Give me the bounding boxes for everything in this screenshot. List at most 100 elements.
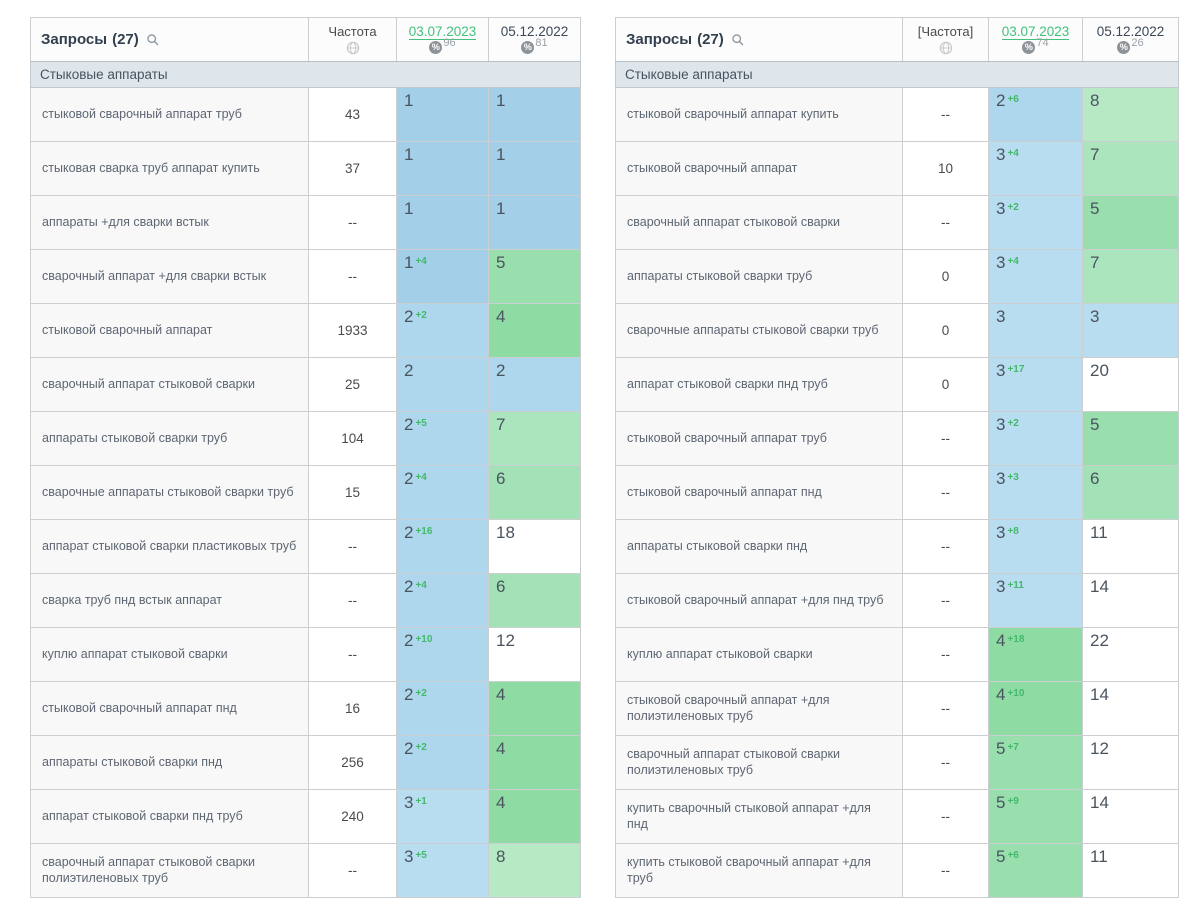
position-cell-current[interactable]: 2 +4 <box>396 465 489 520</box>
position-cell-previous[interactable]: 5 <box>488 249 581 304</box>
position-cell-previous[interactable]: 7 <box>488 411 581 466</box>
position-cell-current[interactable]: 1 <box>396 87 489 142</box>
query-cell[interactable]: стыковой сварочный аппарат <box>30 303 309 358</box>
position-cell-current[interactable]: 1 +4 <box>396 249 489 304</box>
position-cell-current[interactable]: 5 +6 <box>988 843 1083 898</box>
position-cell-previous[interactable]: 4 <box>488 681 581 736</box>
position-cell-current[interactable]: 2 +10 <box>396 627 489 682</box>
position-cell-current[interactable]: 3 +1 <box>396 789 489 844</box>
position-cell-previous[interactable]: 7 <box>1082 141 1179 196</box>
search-icon[interactable] <box>146 33 159 46</box>
query-cell[interactable]: сварочный аппарат стыковой сварки полиэт… <box>615 735 903 790</box>
query-cell[interactable]: купить стыковой сварочный аппарат +для т… <box>615 843 903 898</box>
position-cell-current[interactable]: 3 +4 <box>988 249 1083 304</box>
position-cell-previous[interactable]: 1 <box>488 87 581 142</box>
position-cell-previous[interactable]: 12 <box>1082 735 1179 790</box>
query-cell[interactable]: стыковой сварочный аппарат пнд <box>615 465 903 520</box>
date-link-previous[interactable]: 05.12.2022 <box>1096 23 1165 39</box>
position-cell-previous[interactable]: 3 <box>1082 303 1179 358</box>
position-cell-current[interactable]: 1 <box>396 195 489 250</box>
position-cell-previous[interactable]: 18 <box>488 519 581 574</box>
query-cell[interactable]: стыковой сварочный аппарат +для пнд труб <box>615 573 903 628</box>
position-cell-previous[interactable]: 6 <box>488 573 581 628</box>
query-cell[interactable]: куплю аппарат стыковой сварки <box>30 627 309 682</box>
position-cell-previous[interactable]: 6 <box>1082 465 1179 520</box>
query-cell[interactable]: стыковой сварочный аппарат +для полиэтил… <box>615 681 903 736</box>
position-cell-previous[interactable]: 14 <box>1082 681 1179 736</box>
query-cell[interactable]: аппараты стыковой сварки труб <box>615 249 903 304</box>
position-cell-previous[interactable]: 4 <box>488 303 581 358</box>
position-cell-previous[interactable]: 6 <box>488 465 581 520</box>
position-cell-current[interactable]: 3 +3 <box>988 465 1083 520</box>
position-cell-current[interactable]: 3 +4 <box>988 141 1083 196</box>
date-link-current[interactable]: 03.07.2023 <box>408 23 477 40</box>
position-cell-current[interactable]: 2 +2 <box>396 303 489 358</box>
position-cell-previous[interactable]: 1 <box>488 141 581 196</box>
position-cell-current[interactable]: 5 +9 <box>988 789 1083 844</box>
query-cell[interactable]: стыковой сварочный аппарат пнд <box>30 681 309 736</box>
position-cell-previous[interactable]: 4 <box>488 735 581 790</box>
position-cell-current[interactable]: 3 <box>988 303 1083 358</box>
query-cell[interactable]: стыковой сварочный аппарат <box>615 141 903 196</box>
position-cell-previous[interactable]: 7 <box>1082 249 1179 304</box>
position-cell-current[interactable]: 3 +2 <box>988 411 1083 466</box>
query-cell[interactable]: сварочный аппарат стыковой сварки полиэт… <box>30 843 309 898</box>
position-cell-current[interactable]: 1 <box>396 141 489 196</box>
group-label[interactable]: Стыковые аппараты <box>30 61 581 88</box>
date-link-current[interactable]: 03.07.2023 <box>1001 23 1070 40</box>
date-link-previous[interactable]: 05.12.2022 <box>500 23 569 39</box>
position-cell-previous[interactable]: 11 <box>1082 843 1179 898</box>
position-cell-previous[interactable]: 8 <box>488 843 581 898</box>
position-cell-current[interactable]: 3 +2 <box>988 195 1083 250</box>
position-cell-previous[interactable]: 8 <box>1082 87 1179 142</box>
query-cell[interactable]: аппарат стыковой сварки пластиковых труб <box>30 519 309 574</box>
query-cell[interactable]: куплю аппарат стыковой сварки <box>615 627 903 682</box>
search-icon[interactable] <box>731 33 744 46</box>
query-cell[interactable]: аппарат стыковой сварки пнд труб <box>30 789 309 844</box>
position-cell-current[interactable]: 2 +2 <box>396 681 489 736</box>
query-cell[interactable]: сварочный аппарат стыковой сварки <box>615 195 903 250</box>
position-cell-previous[interactable]: 5 <box>1082 195 1179 250</box>
position-cell-current[interactable]: 3 +8 <box>988 519 1083 574</box>
position-value: 6 <box>496 577 506 596</box>
position-cell-current[interactable]: 4 +18 <box>988 627 1083 682</box>
position-cell-previous[interactable]: 20 <box>1082 357 1179 412</box>
position-cell-previous[interactable]: 1 <box>488 195 581 250</box>
position-cell-current[interactable]: 4 +10 <box>988 681 1083 736</box>
query-cell[interactable]: стыковой сварочный аппарат купить <box>615 87 903 142</box>
query-cell[interactable]: аппараты стыковой сварки пнд <box>615 519 903 574</box>
position-cell-current[interactable]: 5 +7 <box>988 735 1083 790</box>
position-cell-current[interactable]: 2 +2 <box>396 735 489 790</box>
position-cell-current[interactable]: 3 +5 <box>396 843 489 898</box>
position-cell-previous[interactable]: 2 <box>488 357 581 412</box>
query-cell[interactable]: сварочный аппарат стыковой сварки <box>30 357 309 412</box>
group-label[interactable]: Стыковые аппараты <box>615 61 1179 88</box>
position-cell-current[interactable]: 2 <box>396 357 489 412</box>
position-cell-previous[interactable]: 5 <box>1082 411 1179 466</box>
query-cell[interactable]: аппараты стыковой сварки пнд <box>30 735 309 790</box>
position-cell-previous[interactable]: 14 <box>1082 789 1179 844</box>
position-cell-current[interactable]: 2 +6 <box>988 87 1083 142</box>
query-cell[interactable]: стыковая сварка труб аппарат купить <box>30 141 309 196</box>
query-cell[interactable]: купить сварочный стыковой аппарат +для п… <box>615 789 903 844</box>
query-cell[interactable]: сварочный аппарат +для сварки встык <box>30 249 309 304</box>
query-cell[interactable]: сварочные аппараты стыковой сварки труб <box>30 465 309 520</box>
query-cell[interactable]: аппарат стыковой сварки пнд труб <box>615 357 903 412</box>
query-cell[interactable]: аппараты стыковой сварки труб <box>30 411 309 466</box>
position-cell-previous[interactable]: 14 <box>1082 573 1179 628</box>
frequency-cell: -- <box>308 573 397 628</box>
position-cell-current[interactable]: 2 +5 <box>396 411 489 466</box>
position-cell-previous[interactable]: 11 <box>1082 519 1179 574</box>
query-cell[interactable]: стыковой сварочный аппарат труб <box>615 411 903 466</box>
position-cell-previous[interactable]: 4 <box>488 789 581 844</box>
position-cell-previous[interactable]: 22 <box>1082 627 1179 682</box>
position-cell-previous[interactable]: 12 <box>488 627 581 682</box>
query-cell[interactable]: аппараты +для сварки встык <box>30 195 309 250</box>
position-cell-current[interactable]: 2 +16 <box>396 519 489 574</box>
position-cell-current[interactable]: 3 +11 <box>988 573 1083 628</box>
position-cell-current[interactable]: 2 +4 <box>396 573 489 628</box>
query-cell[interactable]: сварка труб пнд встык аппарат <box>30 573 309 628</box>
query-cell[interactable]: стыковой сварочный аппарат труб <box>30 87 309 142</box>
query-cell[interactable]: сварочные аппараты стыковой сварки труб <box>615 303 903 358</box>
position-cell-current[interactable]: 3 +17 <box>988 357 1083 412</box>
